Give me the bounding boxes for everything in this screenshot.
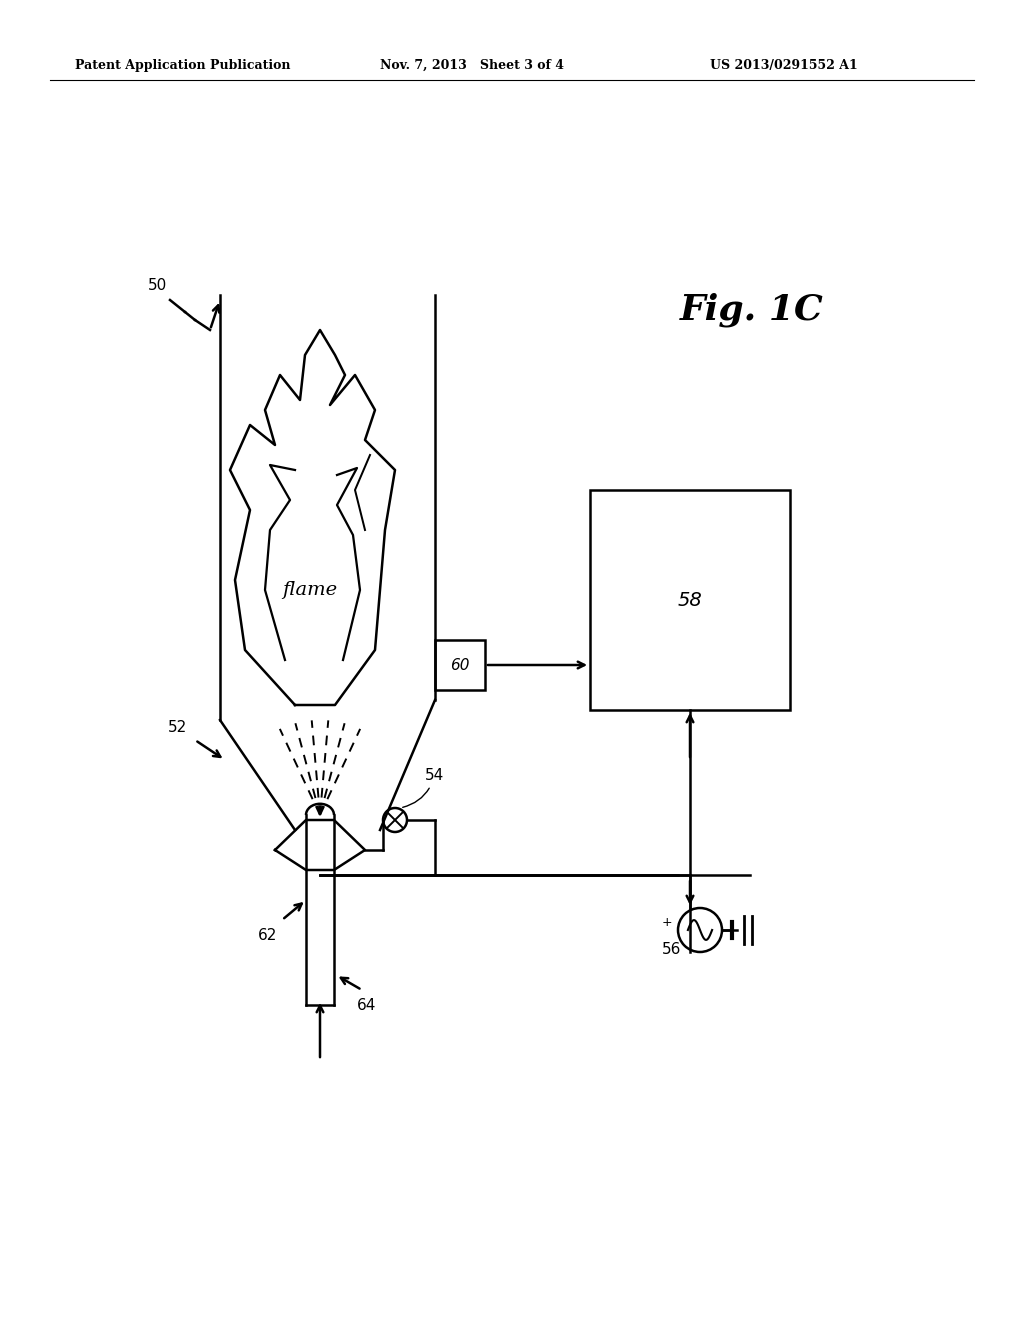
Text: US 2013/0291552 A1: US 2013/0291552 A1 (710, 58, 858, 71)
Text: 52: 52 (168, 721, 187, 735)
Text: 56: 56 (663, 942, 682, 957)
Text: 54: 54 (402, 768, 444, 808)
Text: 58: 58 (678, 590, 702, 610)
Text: 62: 62 (258, 928, 278, 942)
Text: 50: 50 (148, 277, 167, 293)
Text: 64: 64 (357, 998, 377, 1012)
Text: Patent Application Publication: Patent Application Publication (75, 58, 291, 71)
Bar (435, 640, 485, 690)
Bar (590, 490, 790, 710)
Text: Fig. 1C: Fig. 1C (680, 293, 823, 327)
Text: +: + (662, 916, 672, 928)
Text: flame: flame (283, 581, 338, 599)
Text: Nov. 7, 2013   Sheet 3 of 4: Nov. 7, 2013 Sheet 3 of 4 (380, 58, 564, 71)
Text: 60: 60 (451, 657, 470, 672)
